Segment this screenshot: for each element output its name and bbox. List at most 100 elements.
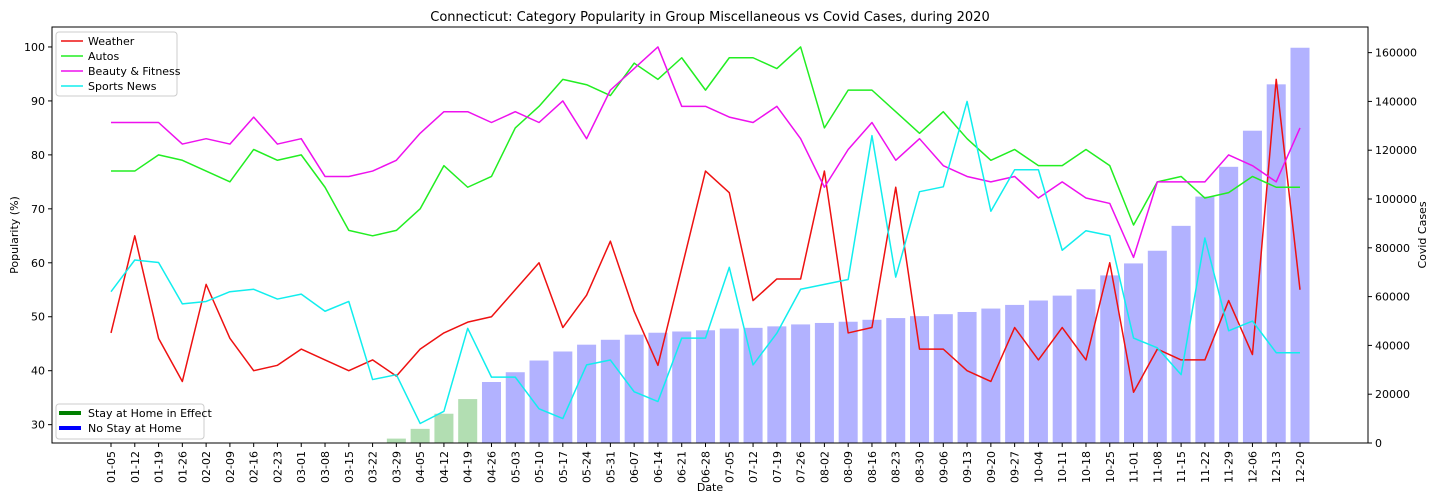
covid-bar — [1052, 295, 1072, 443]
x-tick-label: 04-05 — [414, 451, 427, 483]
x-tick-label: 06-07 — [628, 451, 641, 483]
covid-bar — [862, 319, 882, 443]
x-tick-label: 07-05 — [723, 451, 736, 483]
y-axis-left: 30 40 50 60 70 80 90 100 — [24, 41, 52, 432]
x-tick-label: 01-19 — [153, 451, 166, 483]
y2-tick-label: 140000 — [1375, 95, 1417, 108]
legend-label-sports-news: Sports News — [88, 80, 157, 93]
x-tick-label: 09-27 — [1009, 451, 1022, 483]
y2-tick-label: 100000 — [1375, 193, 1417, 206]
covid-bar — [529, 360, 549, 443]
x-tick-label: 10-18 — [1080, 451, 1093, 483]
y-tick-label: 90 — [31, 95, 45, 108]
x-tick-label: 05-03 — [509, 451, 522, 483]
y2-tick-label: 80000 — [1375, 242, 1410, 255]
covid-bar — [624, 334, 644, 443]
legend-label-no-stay-at-home: No Stay at Home — [88, 422, 182, 435]
x-tick-label: 06-21 — [676, 451, 689, 483]
covid-bar — [957, 311, 977, 443]
covid-bar — [648, 332, 668, 443]
covid-bar — [672, 331, 692, 443]
x-tick-label: 05-24 — [581, 451, 594, 483]
x-tick-label: 02-09 — [224, 451, 237, 483]
x-tick-label: 08-16 — [866, 451, 879, 483]
covid-bar — [838, 321, 858, 443]
x-tick-label: 11-08 — [1151, 451, 1164, 483]
x-tick-label: 07-26 — [795, 451, 808, 483]
lines-layer — [110, 46, 1301, 425]
covid-bar — [577, 344, 597, 443]
covid-bar — [1124, 263, 1144, 443]
y-tick-label: 50 — [31, 311, 45, 324]
covid-bar — [1290, 47, 1310, 444]
x-tick-label: 04-19 — [462, 451, 475, 483]
covid-bar — [981, 308, 1001, 443]
x-tick-label: 12-13 — [1270, 451, 1283, 483]
x-tick-label: 08-09 — [842, 451, 855, 483]
x-tick-label: 02-16 — [248, 451, 261, 483]
x-tick-label: 06-14 — [652, 451, 665, 483]
covid-bar — [933, 314, 953, 443]
x-tick-label: 05-31 — [604, 451, 617, 483]
chart-title: Connecticut: Category Popularity in Grou… — [430, 10, 989, 25]
y2-tick-label: 0 — [1375, 437, 1382, 450]
covid-bar — [410, 428, 430, 443]
covid-bar — [814, 322, 834, 443]
y-tick-label: 100 — [24, 41, 45, 54]
bars-layer — [386, 47, 1310, 444]
y2-tick-label: 20000 — [1375, 388, 1410, 401]
covid-bar — [1005, 304, 1025, 443]
y2-axis-label: Covid Cases — [1416, 201, 1429, 268]
x-tick-label: 06-28 — [700, 451, 713, 483]
x-tick-label: 02-02 — [200, 451, 213, 483]
x-tick-label: 09-20 — [985, 451, 998, 483]
x-tick-label: 08-23 — [890, 451, 903, 483]
x-axis: 01-05 01-12 01-19 01-26 02-02 02-09 02-16 02-23… — [105, 443, 1307, 483]
x-tick-label: 10-11 — [1056, 451, 1069, 483]
covid-bar — [1147, 250, 1167, 443]
x-tick-label: 01-05 — [105, 451, 118, 483]
covid-bar — [910, 316, 930, 443]
x-tick-label: 07-19 — [771, 451, 784, 483]
covid-bar — [481, 382, 501, 443]
x-tick-label: 01-12 — [129, 451, 142, 483]
x-tick-label: 08-02 — [818, 451, 831, 483]
x-tick-label: 11-22 — [1199, 451, 1212, 483]
x-tick-label: 03-22 — [367, 451, 380, 483]
legend-phase: Stay at Home in Effect No Stay at Home — [55, 403, 212, 440]
covid-bar — [505, 372, 525, 443]
x-tick-label: 09-13 — [961, 451, 974, 483]
x-tick-label: 04-26 — [485, 451, 498, 483]
x-tick-label: 09-06 — [937, 451, 950, 483]
covid-bar — [1242, 130, 1262, 443]
y-tick-label: 60 — [31, 257, 45, 270]
x-tick-label: 12-06 — [1246, 451, 1259, 483]
x-tick-label: 05-10 — [533, 451, 546, 483]
covid-bar — [1171, 225, 1191, 443]
y-tick-label: 40 — [31, 365, 45, 378]
series-line-weather — [110, 78, 1301, 394]
x-tick-label: 02-23 — [271, 451, 284, 483]
covid-bar — [767, 326, 787, 443]
covid-bar — [1195, 196, 1215, 443]
y2-tick-label: 40000 — [1375, 339, 1410, 352]
x-tick-label: 11-29 — [1223, 451, 1236, 483]
x-tick-label: 11-15 — [1175, 451, 1188, 483]
legend-label-beauty-fitness: Beauty & Fitness — [88, 65, 181, 78]
y2-tick-label: 160000 — [1375, 47, 1417, 60]
legend-label-weather: Weather — [88, 35, 135, 48]
series-line-sports-news — [110, 100, 1300, 425]
covid-bar — [743, 327, 763, 443]
x-tick-label: 11-01 — [1128, 451, 1141, 483]
covid-bar — [1219, 166, 1239, 443]
x-tick-label: 12-20 — [1294, 451, 1307, 483]
covid-bar — [695, 330, 716, 443]
covid-bar — [1028, 300, 1048, 443]
x-axis-label: Date — [697, 481, 724, 494]
plot-frame — [51, 26, 1369, 444]
y-axis-right: 0 20000 40000 60000 80000 100000 120000 140000 1… — [1368, 47, 1417, 450]
series-line-autos — [111, 46, 1300, 237]
covid-bar — [1076, 289, 1096, 443]
x-tick-label: 03-15 — [343, 451, 356, 483]
y2-tick-label: 120000 — [1375, 144, 1417, 157]
